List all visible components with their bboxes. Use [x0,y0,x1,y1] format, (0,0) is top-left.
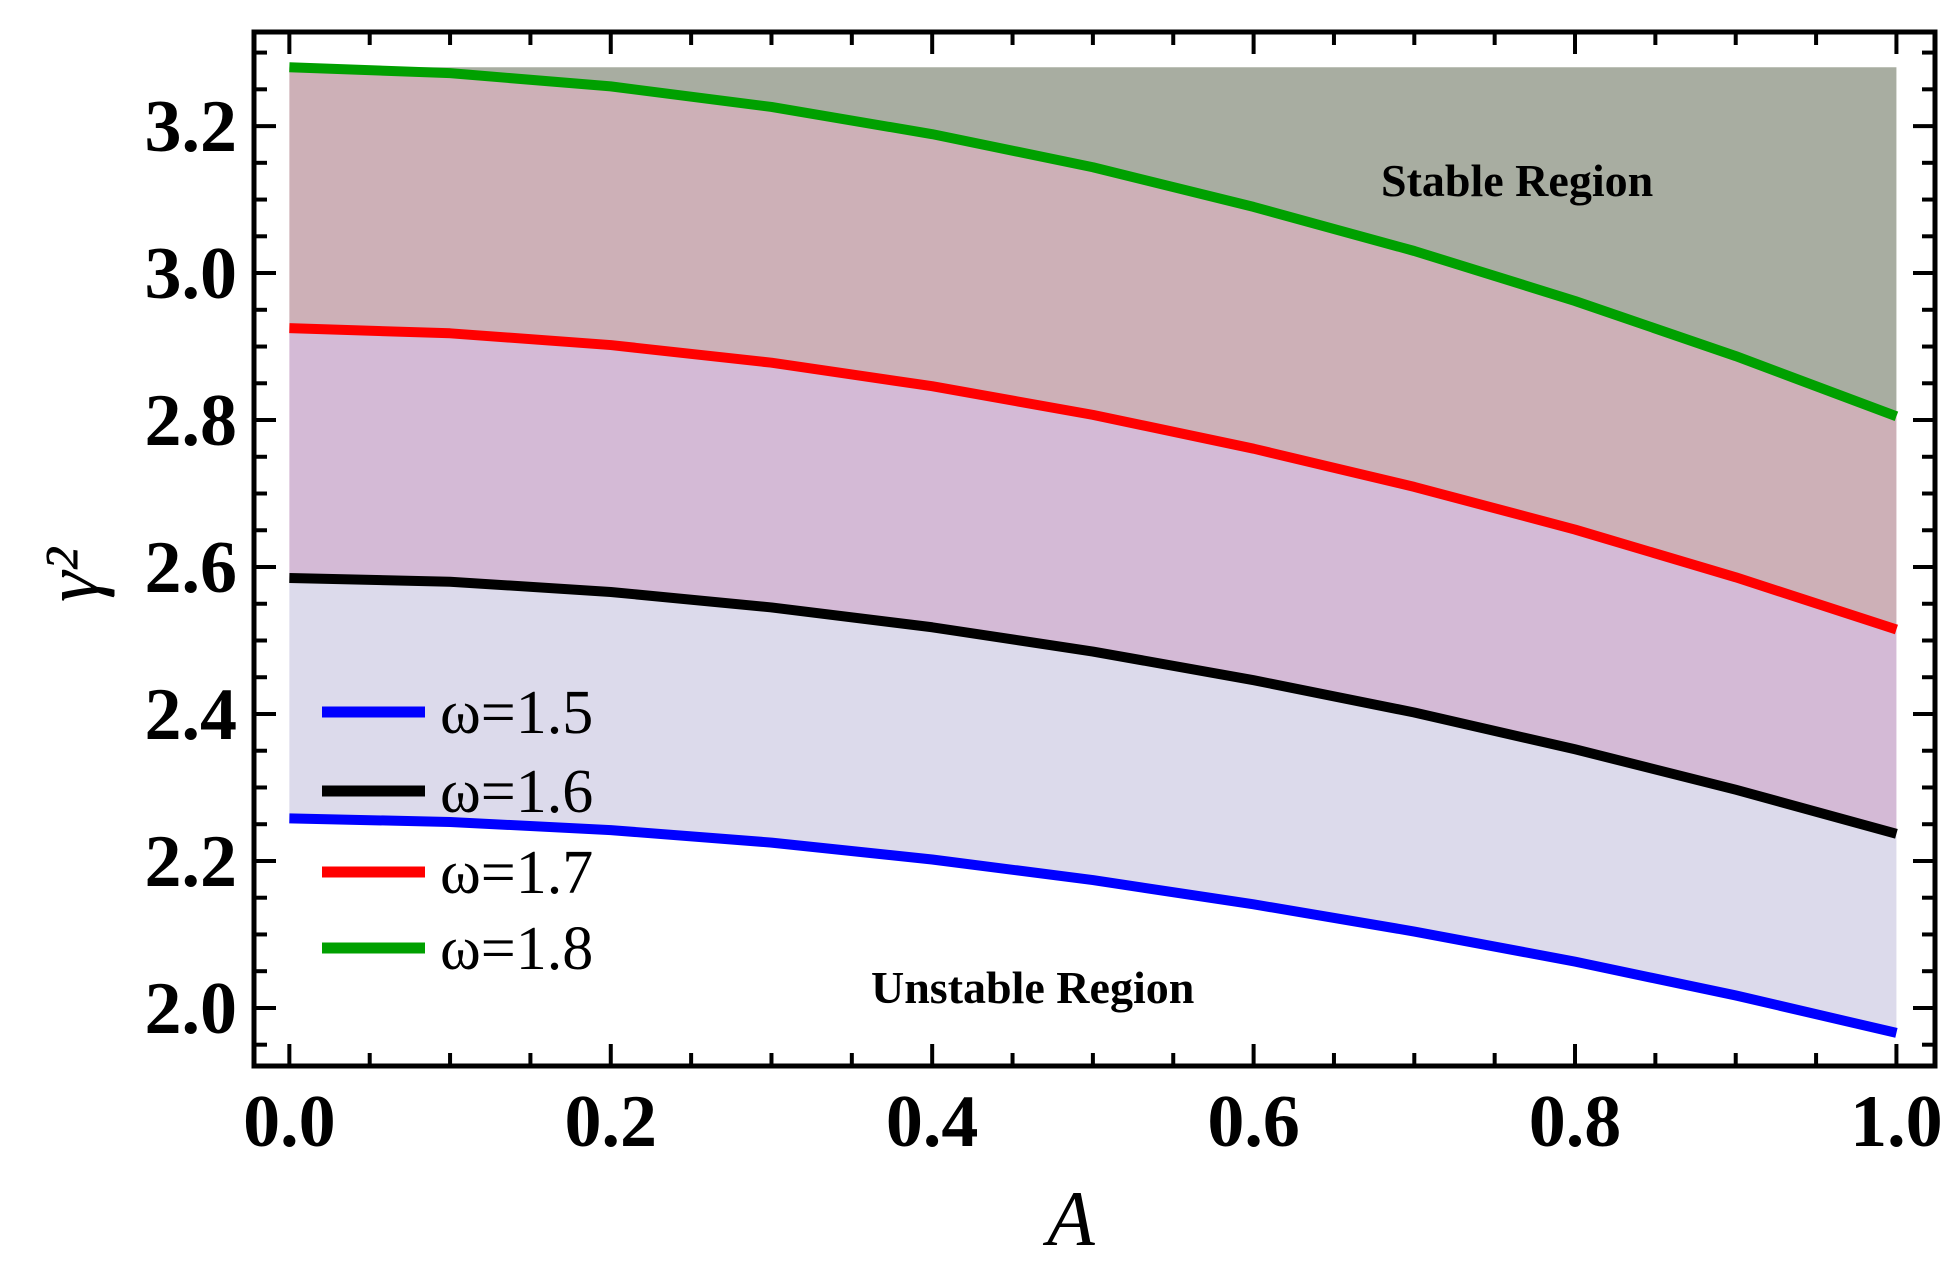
region-fill-2 [289,328,1897,834]
series-line-4 [289,62,1899,422]
x-tick-label: 0.8 [1529,1081,1622,1163]
legend-label-4: ω=1.8 [440,915,593,983]
series-line-1 [289,813,1898,1038]
series-line-2 [289,573,1898,839]
y-tick-label: 2.4 [145,674,238,756]
x-tick-label: 1.0 [1850,1081,1943,1163]
region-fill-1 [289,578,1897,1033]
series-lines [289,62,1899,1038]
region-fill-4 [289,67,1897,417]
y-tick-label: 2.2 [145,821,238,903]
y-tick-label: 3.2 [145,86,238,168]
y-tick-label: 3.0 [145,233,238,315]
y-tick-label: 2.0 [145,968,238,1050]
y-tick-label: 2.8 [145,380,238,462]
tick-labels: 0.0 0.2 0.4 0.6 0.8 1.0 2.0 2.2 2.4 2.6 2.8 3.0 3.2 [145,86,1943,1163]
legend-label-1: ω=1.5 [440,679,593,747]
annotation-stable-region: Stable Region [1381,155,1653,206]
y-tick-label: 2.6 [145,527,238,609]
series-line-3 [289,323,1898,635]
x-axis-title: A [1042,1175,1095,1262]
legend-label-3: ω=1.7 [440,839,593,907]
region-fills [289,67,1897,1033]
legend: ω=1.5 ω=1.6 ω=1.7 ω=1.8 [322,679,593,983]
region-fill-3 [289,67,1897,630]
y-axis-title: γ² [28,546,115,602]
annotation-unstable-region: Unstable Region [871,962,1194,1013]
x-tick-label: 0.6 [1207,1081,1300,1163]
x-tick-label: 0.4 [886,1081,979,1163]
x-tick-label: 0.0 [243,1081,336,1163]
legend-label-2: ω=1.6 [440,758,593,826]
axis-ticks [254,32,1935,1066]
x-tick-label: 0.2 [565,1081,658,1163]
